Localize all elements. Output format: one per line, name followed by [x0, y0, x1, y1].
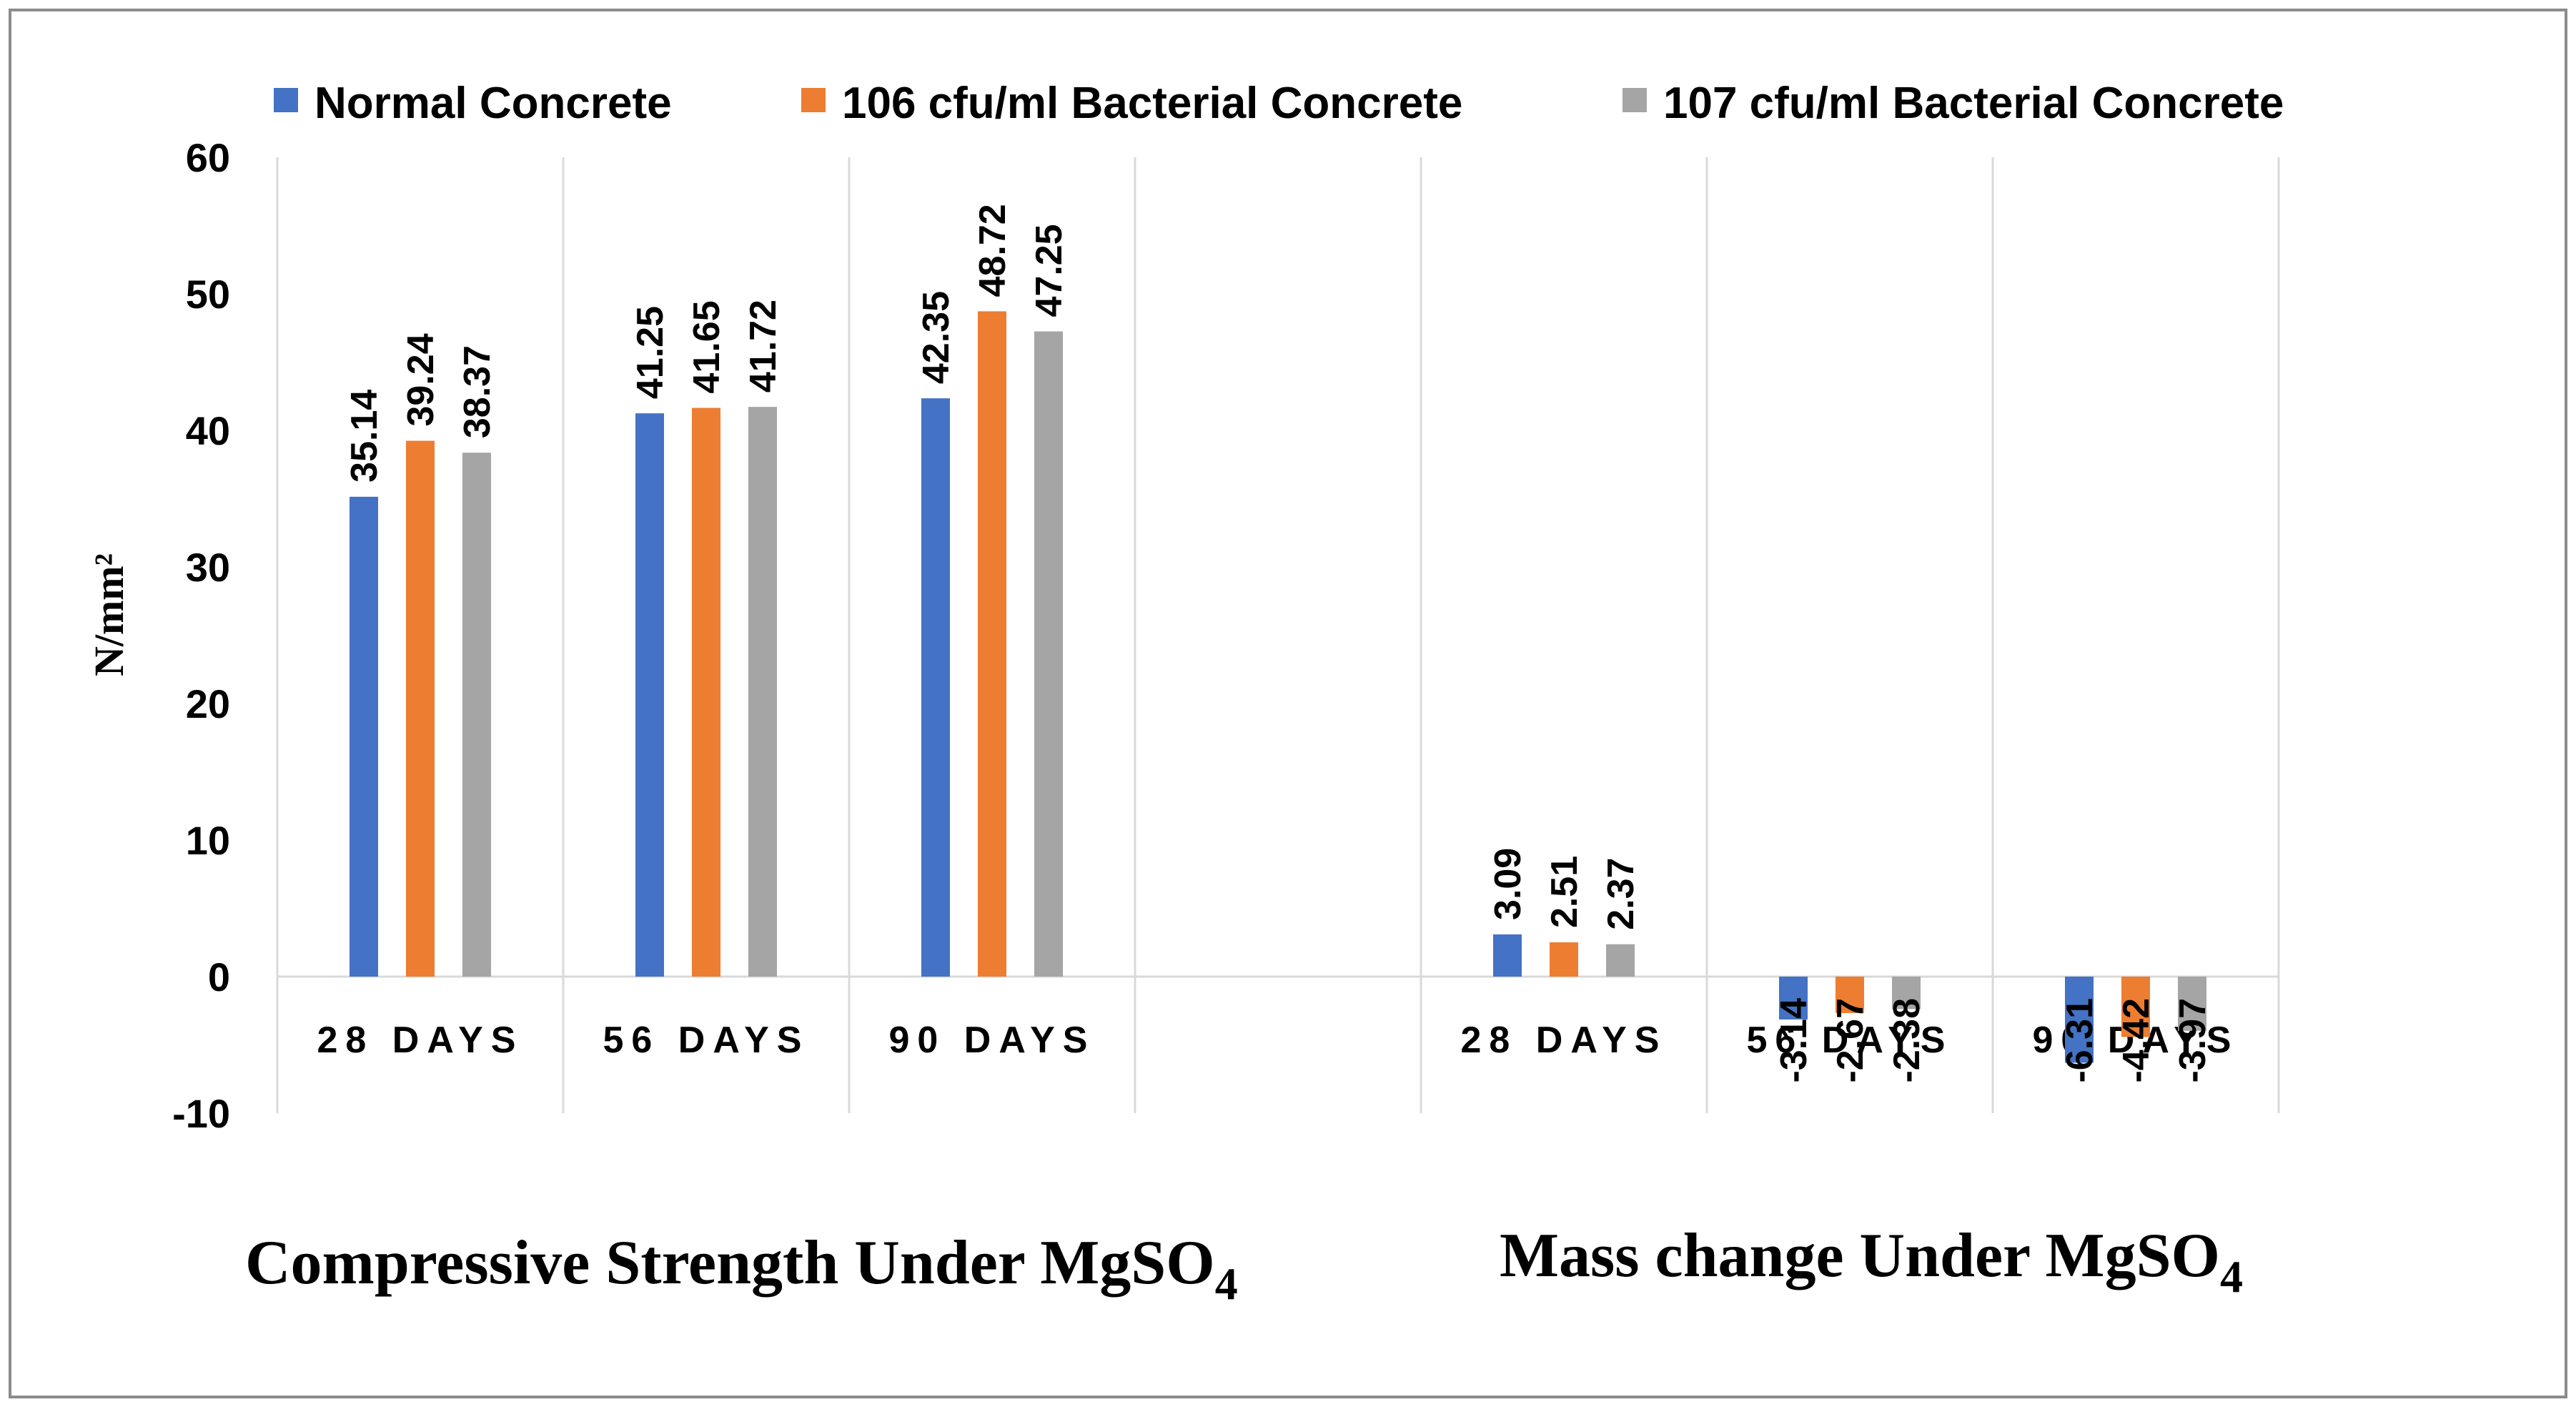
data-label: 41.25 [630, 306, 671, 399]
data-label: 41.65 [686, 300, 728, 393]
data-label: 41.72 [743, 300, 784, 393]
bar [462, 453, 491, 977]
bar [2065, 977, 2094, 1063]
bar [921, 398, 950, 977]
data-label: -6.31 [2059, 998, 2101, 1083]
data-label: -3.14 [1773, 998, 1815, 1083]
data-label: 38.37 [457, 345, 498, 438]
y-axis-label: N/mm² [86, 553, 132, 676]
legend-label-normal: Normal Concrete [314, 79, 672, 128]
y-tick-label: 40 [186, 408, 230, 453]
legend-swatch-107 [1623, 88, 1647, 112]
group-title-mass-subscript: 4 [2220, 1251, 2243, 1302]
legend: Normal Concrete 106 cfu/ml Bacterial Con… [274, 79, 2284, 128]
bar [350, 496, 378, 977]
y-axis-ticks: -10 0 10 20 30 40 50 60 [172, 135, 230, 1136]
category-separators [276, 157, 2280, 1113]
bar [406, 440, 435, 977]
data-label: 2.37 [1600, 858, 1642, 930]
bar [1493, 934, 1522, 977]
x-tick-label: 90 DAYS [889, 1020, 1096, 1061]
y-tick-label: -10 [172, 1091, 230, 1136]
data-label: 35.14 [344, 390, 385, 483]
group-title-compressive-subscript: 4 [1215, 1258, 1238, 1309]
group-title-mass-change: Mass change Under MgSO4 [1500, 1221, 2243, 1302]
bar [1550, 942, 1578, 977]
data-label: -3.97 [2172, 998, 2214, 1083]
group-title-compressive-text: Compressive Strength Under MgSO [245, 1228, 1215, 1298]
y-tick-label: 60 [186, 135, 230, 180]
bar [635, 413, 664, 977]
data-label: -4.42 [2116, 998, 2157, 1083]
bar [1034, 331, 1063, 977]
data-label: 3.09 [1487, 848, 1529, 920]
legend-swatch-106 [801, 88, 826, 112]
legend-label-107: 107 cfu/ml Bacterial Concrete [1663, 79, 2284, 128]
data-label: 39.24 [400, 333, 442, 426]
data-label: -2.67 [1830, 998, 1871, 1083]
data-labels: 35.14 41.25 42.35 3.09 -3.14 -6.31 39.24 41.65 4… [344, 204, 2214, 1082]
bar [1779, 977, 1808, 1020]
bar [748, 407, 777, 977]
x-tick-label: 28 DAYS [1461, 1020, 1668, 1061]
bar [692, 408, 720, 977]
y-tick-label: 20 [186, 681, 230, 726]
data-label: -2.38 [1886, 998, 1928, 1083]
legend-label-106: 106 cfu/ml Bacterial Concrete [842, 79, 1462, 128]
group-title-mass-text: Mass change Under MgSO [1500, 1221, 2220, 1290]
x-tick-label: 56 DAYS [603, 1020, 810, 1061]
bar [1836, 977, 1864, 1013]
bar [2121, 977, 2150, 1037]
x-axis-ticks: 28 DAYS 56 DAYS 90 DAYS 28 DAYS 56 DAYS 90 DA… [317, 1020, 2231, 1061]
y-tick-label: 50 [186, 272, 230, 317]
y-tick-label: 0 [208, 954, 230, 999]
x-tick-label: 28 DAYS [317, 1020, 524, 1061]
bar [1606, 944, 1635, 977]
bars [350, 311, 2206, 1063]
x-tick-label: 56 DAYS [1747, 1020, 1953, 1061]
data-label: 2.51 [1544, 856, 1585, 928]
data-label: 47.25 [1029, 224, 1070, 317]
legend-swatch-normal [274, 88, 298, 112]
bar [2178, 977, 2206, 1031]
bar [1892, 977, 1921, 1009]
chart-border [9, 9, 2567, 1398]
bar [978, 311, 1006, 977]
data-label: 48.72 [972, 204, 1014, 297]
y-tick-label: 30 [186, 545, 230, 590]
group-title-compressive-strength: Compressive Strength Under MgSO4 [245, 1228, 1238, 1309]
data-label: 42.35 [916, 291, 957, 384]
y-tick-label: 10 [186, 818, 230, 863]
